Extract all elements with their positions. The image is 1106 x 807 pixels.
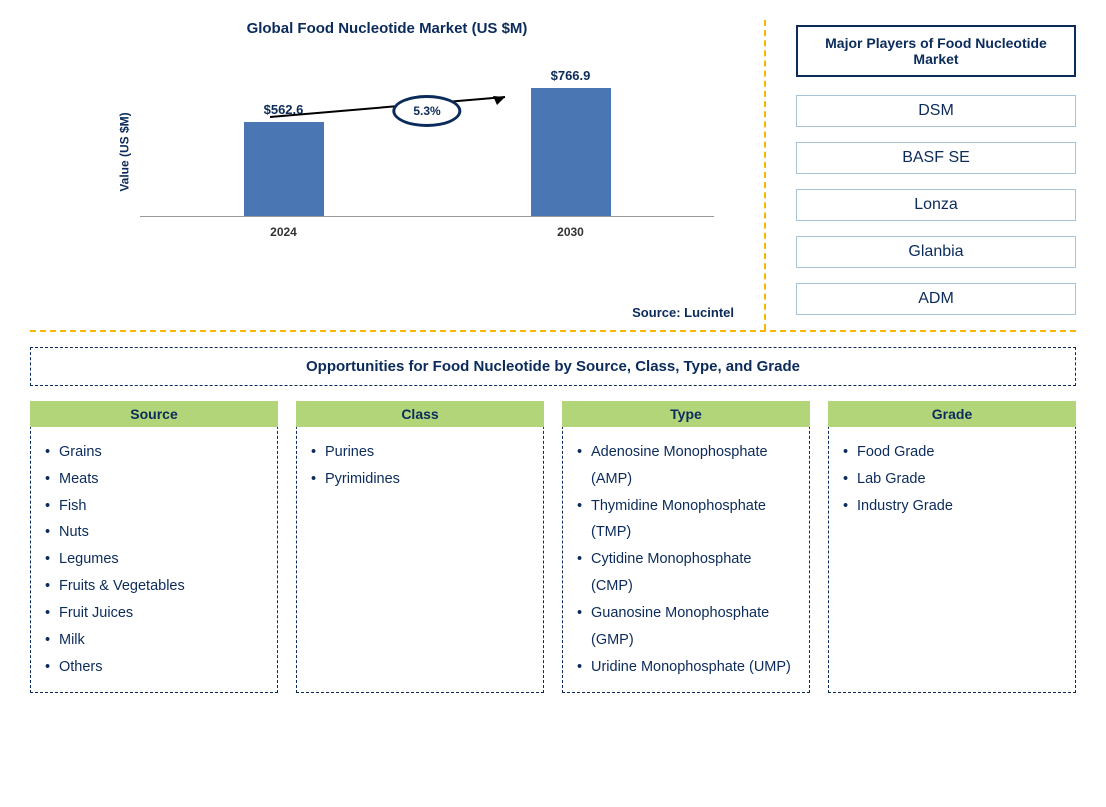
chart-area: Value (US $M) 5.3% $562.6 $766.9 20 [140, 57, 714, 247]
player-item: ADM [796, 283, 1076, 315]
column-header: Class [296, 401, 544, 427]
list-item: Meats [45, 466, 263, 493]
player-item: Lonza [796, 189, 1076, 221]
opportunities-columns: SourceGrainsMeatsFishNutsLegumesFruits &… [30, 401, 1076, 693]
bar-rect [244, 122, 324, 216]
column-header: Type [562, 401, 810, 427]
player-item: DSM [796, 95, 1076, 127]
list-item: Grains [45, 439, 263, 466]
list-item: Others [45, 654, 263, 681]
list-item: Adenosine Monophosphate (AMP) [577, 439, 795, 493]
list-item: Thymidine Monophosphate (TMP) [577, 493, 795, 547]
list-item: Pyrimidines [311, 466, 529, 493]
column-body: GrainsMeatsFishNutsLegumesFruits & Veget… [31, 427, 277, 692]
bar-2024: $562.6 [239, 122, 329, 216]
list-item: Fish [45, 493, 263, 520]
list-item: Milk [45, 627, 263, 654]
bar-2030: $766.9 [526, 88, 616, 216]
list-item: Nuts [45, 519, 263, 546]
player-item: Glanbia [796, 236, 1076, 268]
source-label: Source: Lucintel [632, 305, 734, 320]
growth-rate-label: 5.3% [392, 95, 461, 127]
list-item: Fruits & Vegetables [45, 573, 263, 600]
top-section: Global Food Nucleotide Market (US $M) Va… [30, 20, 1076, 330]
x-tick-label: 2030 [526, 225, 616, 239]
bar-value-label: $766.9 [551, 68, 591, 83]
chart-panel: Global Food Nucleotide Market (US $M) Va… [30, 20, 766, 330]
growth-annotation: 5.3% [392, 95, 461, 127]
list-item: Uridine Monophosphate (UMP) [577, 654, 795, 681]
list-item: Purines [311, 439, 529, 466]
column-body: Food GradeLab GradeIndustry Grade [829, 427, 1075, 692]
players-panel: Major Players of Food Nucleotide Market … [766, 20, 1076, 330]
players-title: Major Players of Food Nucleotide Market [796, 25, 1076, 77]
opportunity-column: TypeAdenosine Monophosphate (AMP)Thymidi… [562, 401, 810, 693]
column-header: Grade [828, 401, 1076, 427]
list-item: Legumes [45, 546, 263, 573]
column-header: Source [30, 401, 278, 427]
chart-title: Global Food Nucleotide Market (US $M) [30, 20, 744, 37]
list-item: Cytidine Monophosphate (CMP) [577, 546, 795, 600]
list-item: Industry Grade [843, 493, 1061, 520]
y-axis-label: Value (US $M) [118, 112, 132, 191]
opportunity-column: ClassPurinesPyrimidines [296, 401, 544, 693]
list-item: Lab Grade [843, 466, 1061, 493]
players-list: DSM BASF SE Lonza Glanbia ADM [796, 95, 1076, 315]
horizontal-divider [30, 330, 1076, 332]
opportunity-column: SourceGrainsMeatsFishNutsLegumesFruits &… [30, 401, 278, 693]
opportunities-title: Opportunities for Food Nucleotide by Sou… [30, 347, 1076, 386]
column-body: PurinesPyrimidines [297, 427, 543, 692]
column-body: Adenosine Monophosphate (AMP)Thymidine M… [563, 427, 809, 692]
list-item: Guanosine Monophosphate (GMP) [577, 600, 795, 654]
growth-arrow-icon [260, 87, 520, 127]
x-axis-labels: 2024 2030 [140, 225, 714, 239]
opportunity-column: GradeFood GradeLab GradeIndustry Grade [828, 401, 1076, 693]
list-item: Food Grade [843, 439, 1061, 466]
x-tick-label: 2024 [239, 225, 329, 239]
list-item: Fruit Juices [45, 600, 263, 627]
player-item: BASF SE [796, 142, 1076, 174]
bar-rect [531, 88, 611, 216]
